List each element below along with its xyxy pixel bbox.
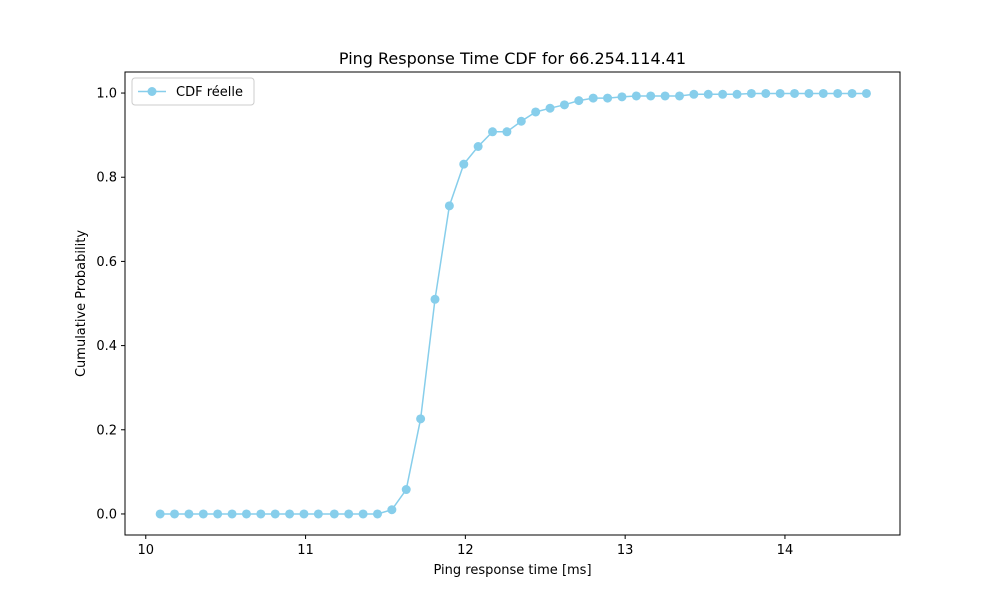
x-tick-label: 10 — [137, 543, 154, 558]
x-tick-label: 14 — [777, 543, 794, 558]
data-point — [617, 92, 627, 102]
data-point — [847, 88, 857, 98]
y-axis-title: Cumulative Probability — [74, 230, 89, 377]
y-tick-label: 0.2 — [96, 423, 117, 438]
data-point — [574, 96, 584, 106]
data-point — [488, 127, 498, 137]
data-point — [746, 88, 756, 98]
data-point — [646, 91, 656, 101]
y-tick-label: 0.6 — [96, 255, 117, 270]
data-point — [718, 89, 728, 99]
x-tick-label: 11 — [297, 543, 314, 558]
data-point — [198, 509, 208, 519]
data-point — [674, 91, 684, 101]
data-point — [241, 509, 251, 519]
data-point — [358, 509, 368, 519]
data-point — [732, 89, 742, 99]
data-point — [790, 88, 800, 98]
data-point — [502, 127, 512, 137]
data-point — [329, 509, 339, 519]
data-point — [344, 509, 354, 519]
data-point — [170, 509, 180, 519]
data-point — [227, 509, 237, 519]
data-point — [703, 89, 713, 99]
data-point — [516, 116, 526, 126]
data-point — [833, 88, 843, 98]
x-axis: 10 11 12 13 14 — [137, 535, 793, 558]
series-layer — [155, 88, 871, 519]
data-point — [155, 509, 165, 519]
data-point — [588, 93, 598, 103]
legend-marker-sample — [147, 87, 157, 96]
data-point — [313, 509, 323, 519]
data-point — [430, 294, 440, 304]
x-axis-title: Ping response time [ms] — [433, 563, 591, 578]
plot-frame — [124, 71, 901, 536]
data-point — [818, 88, 828, 98]
data-point — [401, 485, 411, 495]
data-point — [689, 89, 699, 99]
data-point — [531, 107, 541, 117]
data-point — [372, 509, 382, 519]
x-tick-label: 12 — [457, 543, 474, 558]
y-tick-label: 0.4 — [96, 339, 117, 354]
data-point — [545, 103, 555, 113]
data-point — [270, 509, 280, 519]
data-point — [213, 509, 223, 519]
legend-box — [131, 77, 255, 106]
data-point — [660, 91, 670, 101]
data-point — [861, 88, 871, 98]
y-tick-label: 0.8 — [96, 171, 117, 186]
data-point — [256, 509, 266, 519]
data-point — [761, 88, 771, 98]
data-point — [387, 505, 397, 515]
data-point — [444, 201, 454, 211]
legend: CDF réelle — [131, 77, 255, 106]
series-line — [160, 92, 867, 515]
y-axis: 0.0 0.2 0.4 0.6 0.8 1.0 — [96, 87, 125, 522]
data-point — [804, 88, 814, 98]
data-point — [473, 142, 483, 152]
data-point — [285, 509, 295, 519]
x-tick-label: 13 — [617, 543, 634, 558]
legend-label: CDF réelle — [176, 85, 243, 100]
data-point — [184, 509, 194, 519]
y-tick-label: 0.0 — [96, 507, 117, 522]
y-tick-label: 1.0 — [96, 87, 117, 102]
data-point — [603, 93, 613, 103]
chart-title: Ping Response Time CDF for 66.254.114.41 — [339, 49, 686, 68]
data-point — [299, 509, 309, 519]
data-point — [775, 88, 785, 98]
data-point — [559, 100, 569, 110]
data-point — [631, 91, 641, 101]
data-point — [459, 159, 469, 169]
data-point — [416, 414, 426, 424]
